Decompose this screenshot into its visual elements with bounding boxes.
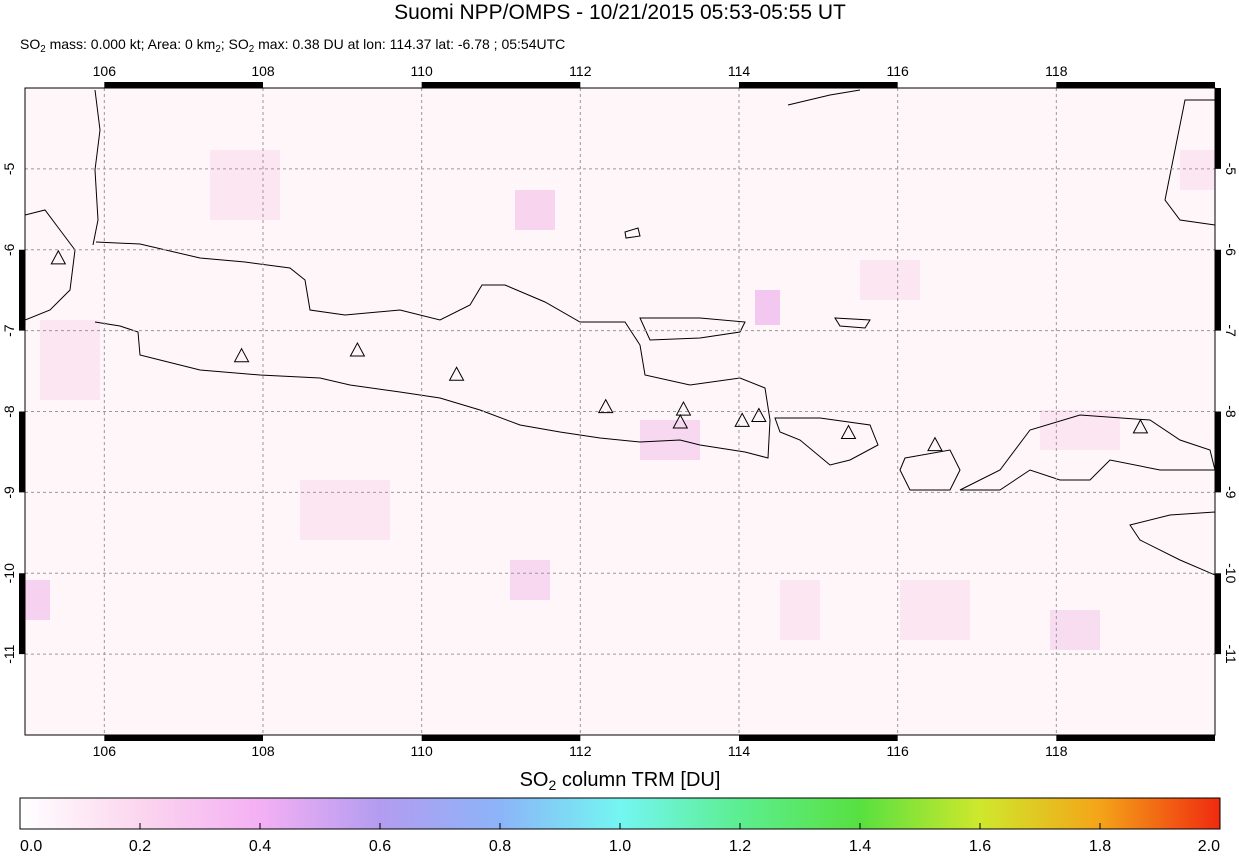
colorbar [19, 797, 1221, 830]
lat-label: -11 [1, 644, 17, 663]
frame-bar [739, 735, 898, 741]
frame-bar [19, 249, 25, 331]
frame-bar [1056, 82, 1215, 88]
volcano [750, 407, 767, 423]
volcano [927, 436, 943, 452]
graticule [25, 88, 1215, 735]
lat-label: -6 [1, 243, 17, 256]
subscript: 2 [215, 44, 220, 55]
lon-label: 116 [887, 63, 910, 79]
frame-bar [19, 411, 25, 493]
coastlines [25, 89, 1215, 576]
lon-label: 116 [887, 743, 910, 759]
lat-label: -7 [1223, 324, 1239, 337]
colorbar-tick-label: 1.4 [849, 838, 871, 855]
lon-label: 108 [251, 743, 275, 759]
frame-bar [1215, 249, 1221, 331]
text-part: mass: 0.000 kt; Area: 0 km [46, 36, 216, 52]
lon-label: 118 [1045, 743, 1068, 759]
frame-bar [19, 573, 25, 655]
lon-label: 108 [251, 63, 275, 79]
frame-bar [1215, 573, 1221, 655]
map-area [25, 88, 1215, 735]
colorbar-tick-label: 1.8 [1089, 838, 1111, 855]
frame-bar [1215, 411, 1221, 493]
text-part: ; SO [221, 36, 249, 52]
text-part: SO [520, 769, 549, 791]
lat-label: -5 [1, 162, 17, 175]
subscript: 2 [549, 777, 557, 793]
text-part: column TRM [DU] [556, 769, 720, 791]
colorbar-tick-label: 0.8 [489, 838, 511, 855]
colorbar-tick-label: 0.6 [369, 838, 391, 855]
colorbar-title: SO2 column TRM [DU] [520, 769, 721, 793]
frame-bar [1215, 88, 1221, 169]
volcano [597, 398, 614, 414]
frame-bar [739, 82, 898, 88]
lat-label: -9 [1223, 486, 1239, 499]
frame-bar [421, 82, 581, 88]
volcano [734, 412, 751, 427]
text-part: max: 0.38 DU at lon: 114.37 lat: -6.78 ;… [254, 36, 565, 52]
so2-cells [25, 150, 1215, 650]
subscript: 2 [249, 44, 254, 55]
lat-label: -6 [1223, 244, 1239, 257]
colorbar-tick-label: 0.4 [249, 838, 271, 855]
title: Suomi NPP/OMPS - 10/21/2015 05:53-05:55 … [394, 1, 846, 24]
lon-label: 114 [728, 743, 751, 759]
lat-label: -8 [1223, 405, 1239, 418]
lat-label: -8 [1, 405, 17, 418]
lon-label: 112 [569, 743, 592, 759]
lon-label: 118 [1045, 63, 1068, 79]
volcano [349, 341, 366, 357]
colorbar-ticks: 0.0 0.2 0.4 0.6 0.8 1.0 1.2 1.4 1.6 1.8 2.0 [19, 823, 1221, 855]
colorbar-tick-label: 0.0 [20, 838, 42, 855]
lat-label: -11 [1223, 645, 1239, 664]
colorbar-tick-label: 1.2 [729, 838, 751, 855]
frame-bar [421, 735, 581, 741]
lat-label: -9 [1, 486, 17, 499]
lon-label: 112 [569, 63, 592, 79]
lon-label: 110 [411, 743, 434, 759]
colorbar-tick-label: 0.2 [129, 838, 151, 855]
axis-labels: 106 106 108 108 110 110 112 112 114 114 116 116 118 1… [1, 63, 1239, 759]
volcano [50, 249, 67, 265]
lon-label: 106 [93, 743, 117, 759]
colorbar-tick-label: 2.0 [1198, 838, 1220, 855]
colorbar-tick-label: 1.0 [609, 838, 631, 855]
text-part: SO [20, 36, 40, 52]
frame-bar [104, 735, 263, 741]
lat-label: -7 [1, 324, 17, 337]
subtitle: SO2 mass: 0.000 kt; Area: 0 km2; SO2 max… [20, 36, 565, 55]
lon-label: 110 [411, 63, 434, 79]
volcanoes [50, 249, 1149, 452]
lat-label: -10 [1, 563, 17, 583]
volcano [233, 347, 250, 363]
frame-bar [1056, 735, 1215, 741]
volcano [448, 366, 465, 381]
volcano [672, 413, 689, 429]
lon-label: 106 [93, 63, 117, 79]
volcano [675, 401, 692, 416]
volcano [840, 424, 857, 440]
lat-label: -10 [1223, 563, 1239, 583]
volcano [1132, 418, 1149, 434]
subscript: 2 [40, 44, 45, 55]
lon-label: 114 [728, 63, 751, 79]
lat-label: -5 [1223, 163, 1239, 176]
map-frame [19, 82, 1221, 741]
frame-bar [104, 82, 263, 88]
colorbar-tick-label: 1.6 [969, 838, 991, 855]
